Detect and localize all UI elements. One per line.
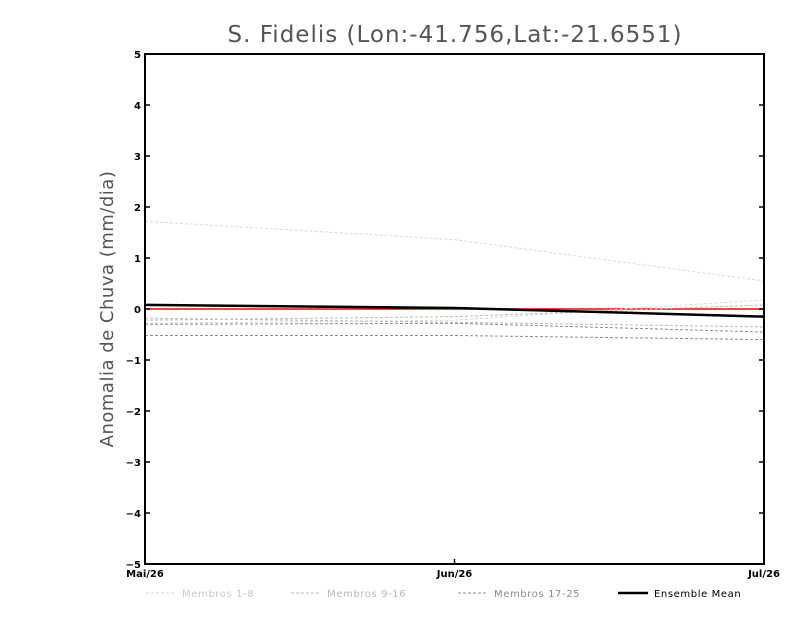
legend-label: Membros 1-8 <box>182 589 254 600</box>
y-tick-label: 4 <box>134 101 141 112</box>
x-tick-label: Jul/26 <box>747 569 780 580</box>
y-tick-label: −3 <box>126 458 141 469</box>
member-line-2 <box>144 299 765 324</box>
y-tick-label: 5 <box>134 50 141 61</box>
y-tick-label: −2 <box>126 407 141 418</box>
legend-label: Ensemble Mean <box>654 589 741 600</box>
y-tick-label: 3 <box>134 152 141 163</box>
y-tick-label: 2 <box>134 203 141 214</box>
legend-label: Membros 9-16 <box>327 589 406 600</box>
member-line-6 <box>145 335 765 341</box>
y-tick-label: −5 <box>126 560 141 571</box>
y-tick-label: −4 <box>126 509 141 520</box>
y-axis-label: Anomalia de Chuva (mm/dia) <box>97 171 118 448</box>
legend-label: Membros 17-25 <box>494 589 580 600</box>
y-tick-label: 1 <box>134 254 141 265</box>
member-line-5 <box>144 322 765 333</box>
x-tick-label: Jun/26 <box>436 569 473 580</box>
chart-title: S. Fidelis (Lon:-41.756,Lat:-21.6551) <box>228 22 683 48</box>
tick-layer: −5 −4 −3 −2 −1 0 1 2 3 4 5 Mai/26 Jun/26 Jul/26 <box>126 50 780 580</box>
y-tick-label: −1 <box>126 356 141 367</box>
legend: Membros 1-8 Membros 9-16 Membros 17-25 Ense… <box>146 589 741 600</box>
ensemble-mean-line <box>144 303 765 318</box>
x-tick-label: Mai/26 <box>126 569 164 580</box>
member-line-1 <box>144 220 765 282</box>
member-line-3 <box>144 304 765 321</box>
y-tick-label: 0 <box>134 305 141 316</box>
member-line-4 <box>144 317 765 328</box>
series-layer <box>144 220 765 341</box>
